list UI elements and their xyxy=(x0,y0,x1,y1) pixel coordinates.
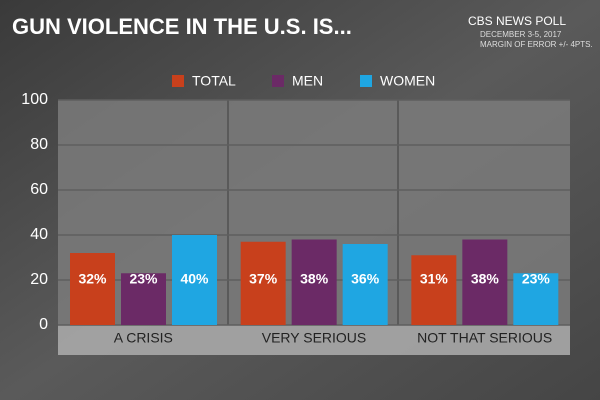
legend-label: WOMEN xyxy=(380,73,435,89)
annotation: MARGIN OF ERROR +/- 4PTS. xyxy=(480,40,593,49)
legend-swatch xyxy=(360,75,372,87)
bar xyxy=(70,253,115,325)
value-label: 32% xyxy=(78,271,107,287)
y-tick-label: 60 xyxy=(30,181,48,198)
y-tick-label: 20 xyxy=(30,271,48,288)
y-tick-label: 40 xyxy=(30,226,48,243)
x-tick-label: A CRISIS xyxy=(114,330,173,346)
annotation: DECEMBER 3-5, 2017 xyxy=(480,30,562,39)
value-label: 38% xyxy=(471,271,500,287)
value-label: 23% xyxy=(129,271,158,287)
value-label: 23% xyxy=(522,271,551,287)
chart-title: GUN VIOLENCE IN THE U.S. IS... xyxy=(12,14,352,39)
legend-label: TOTAL xyxy=(192,73,236,89)
bar xyxy=(240,241,286,325)
legend-swatch xyxy=(172,75,184,87)
x-tick-label: VERY SERIOUS xyxy=(262,330,367,346)
legend-swatch xyxy=(272,75,284,87)
bar xyxy=(172,235,217,325)
value-label: 36% xyxy=(351,271,380,287)
bar xyxy=(513,273,559,325)
value-label: 31% xyxy=(420,271,449,287)
value-label: 37% xyxy=(249,271,278,287)
bar xyxy=(121,273,166,325)
bar xyxy=(291,239,337,325)
legend-label: MEN xyxy=(292,73,323,89)
y-tick-label: 0 xyxy=(39,316,48,333)
x-tick-label: NOT THAT SERIOUS xyxy=(417,330,552,346)
category-band xyxy=(58,325,570,355)
y-tick-label: 80 xyxy=(30,136,48,153)
y-tick-label: 100 xyxy=(21,91,48,108)
value-label: 38% xyxy=(300,271,329,287)
bar xyxy=(462,239,508,325)
source: CBS NEWS POLL xyxy=(468,14,566,28)
value-label: 40% xyxy=(180,271,209,287)
bar xyxy=(411,255,457,325)
bar xyxy=(342,244,388,325)
